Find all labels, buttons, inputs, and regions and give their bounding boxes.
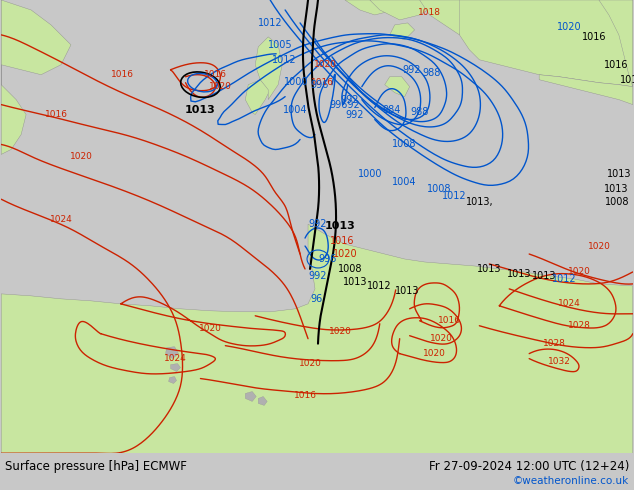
Polygon shape xyxy=(345,0,439,15)
Text: 1020: 1020 xyxy=(567,268,590,276)
Polygon shape xyxy=(1,0,26,154)
Text: 1016: 1016 xyxy=(44,110,67,119)
Text: 1004: 1004 xyxy=(392,177,417,187)
Text: 1020: 1020 xyxy=(314,60,337,69)
Text: 996: 996 xyxy=(319,254,337,264)
Text: 1013: 1013 xyxy=(185,104,216,115)
Text: 1020: 1020 xyxy=(328,327,351,336)
Text: 1012: 1012 xyxy=(552,274,576,284)
Text: 1016: 1016 xyxy=(438,316,461,325)
Text: Fr 27-09-2024 12:00 UTC (12+24): Fr 27-09-2024 12:00 UTC (12+24) xyxy=(429,460,629,473)
Text: 1012: 1012 xyxy=(258,18,283,28)
Text: Surface pressure [hPa] ECMWF: Surface pressure [hPa] ECMWF xyxy=(5,460,187,473)
Text: 1020: 1020 xyxy=(299,359,321,368)
Text: 992: 992 xyxy=(309,219,327,229)
Text: 1008: 1008 xyxy=(605,197,629,207)
Polygon shape xyxy=(256,37,282,99)
Text: 1013: 1013 xyxy=(604,184,628,194)
Text: 1016: 1016 xyxy=(581,32,606,42)
Text: 988: 988 xyxy=(422,68,441,78)
Text: 1012: 1012 xyxy=(442,191,467,201)
Text: 1013: 1013 xyxy=(507,269,531,279)
Text: 1020: 1020 xyxy=(430,334,453,343)
Text: 1024: 1024 xyxy=(164,354,187,363)
Text: 96: 96 xyxy=(311,294,323,304)
Text: 99692: 99692 xyxy=(330,99,360,110)
Text: 1016: 1016 xyxy=(204,70,227,79)
Text: 101: 101 xyxy=(619,74,634,85)
Text: 1024: 1024 xyxy=(49,215,72,223)
Text: 1032: 1032 xyxy=(548,357,571,366)
Text: 1008: 1008 xyxy=(427,184,452,194)
Text: 1018: 1018 xyxy=(418,8,441,18)
Text: ©weatheronline.co.uk: ©weatheronline.co.uk xyxy=(513,476,629,486)
Polygon shape xyxy=(165,346,179,359)
Text: 1020: 1020 xyxy=(588,242,611,250)
Text: 1020: 1020 xyxy=(557,22,581,32)
Text: 1020: 1020 xyxy=(70,152,93,161)
Polygon shape xyxy=(370,0,444,20)
Text: 1028: 1028 xyxy=(567,321,590,330)
Text: 1020: 1020 xyxy=(199,324,222,333)
Polygon shape xyxy=(420,0,460,35)
Text: 1020: 1020 xyxy=(423,349,446,358)
Polygon shape xyxy=(258,396,267,405)
Text: 1028: 1028 xyxy=(543,339,566,348)
Text: 1013: 1013 xyxy=(532,271,557,281)
Text: 984: 984 xyxy=(382,104,401,115)
Polygon shape xyxy=(171,364,181,371)
Text: 1013: 1013 xyxy=(342,277,367,287)
Text: 1013: 1013 xyxy=(396,286,420,296)
Polygon shape xyxy=(385,77,410,97)
Text: 992: 992 xyxy=(340,95,359,105)
Text: 1000: 1000 xyxy=(284,76,308,87)
Polygon shape xyxy=(169,376,176,384)
Text: 1004: 1004 xyxy=(283,104,307,115)
Text: 1005: 1005 xyxy=(268,40,292,50)
Polygon shape xyxy=(245,80,270,115)
Text: 1016: 1016 xyxy=(604,60,628,70)
Text: 1016: 1016 xyxy=(111,70,134,79)
Text: 1008: 1008 xyxy=(392,140,417,149)
Polygon shape xyxy=(1,224,633,453)
Polygon shape xyxy=(390,23,415,40)
Polygon shape xyxy=(1,0,71,74)
Polygon shape xyxy=(599,0,633,87)
Text: 1013: 1013 xyxy=(325,221,355,231)
Polygon shape xyxy=(245,392,256,401)
Text: 1012: 1012 xyxy=(368,281,392,291)
Text: 1016: 1016 xyxy=(311,78,333,87)
Text: 1012: 1012 xyxy=(272,55,297,65)
Text: 1020: 1020 xyxy=(333,249,357,259)
Text: 1013: 1013 xyxy=(607,170,631,179)
Text: 1013,: 1013, xyxy=(465,197,493,207)
Text: 1008: 1008 xyxy=(338,264,362,274)
Text: 1000: 1000 xyxy=(358,170,382,179)
Text: 992: 992 xyxy=(403,65,421,75)
Text: 988: 988 xyxy=(410,106,429,117)
Text: 992: 992 xyxy=(309,271,327,281)
Text: 1020: 1020 xyxy=(209,82,232,91)
Text: 1016: 1016 xyxy=(330,236,354,246)
Polygon shape xyxy=(539,74,633,104)
Text: 1024: 1024 xyxy=(558,299,580,308)
Text: 1013: 1013 xyxy=(477,264,501,274)
Text: 996: 996 xyxy=(311,80,329,90)
Text: 1016: 1016 xyxy=(294,391,316,400)
Polygon shape xyxy=(450,0,633,87)
Text: 992: 992 xyxy=(346,110,364,120)
